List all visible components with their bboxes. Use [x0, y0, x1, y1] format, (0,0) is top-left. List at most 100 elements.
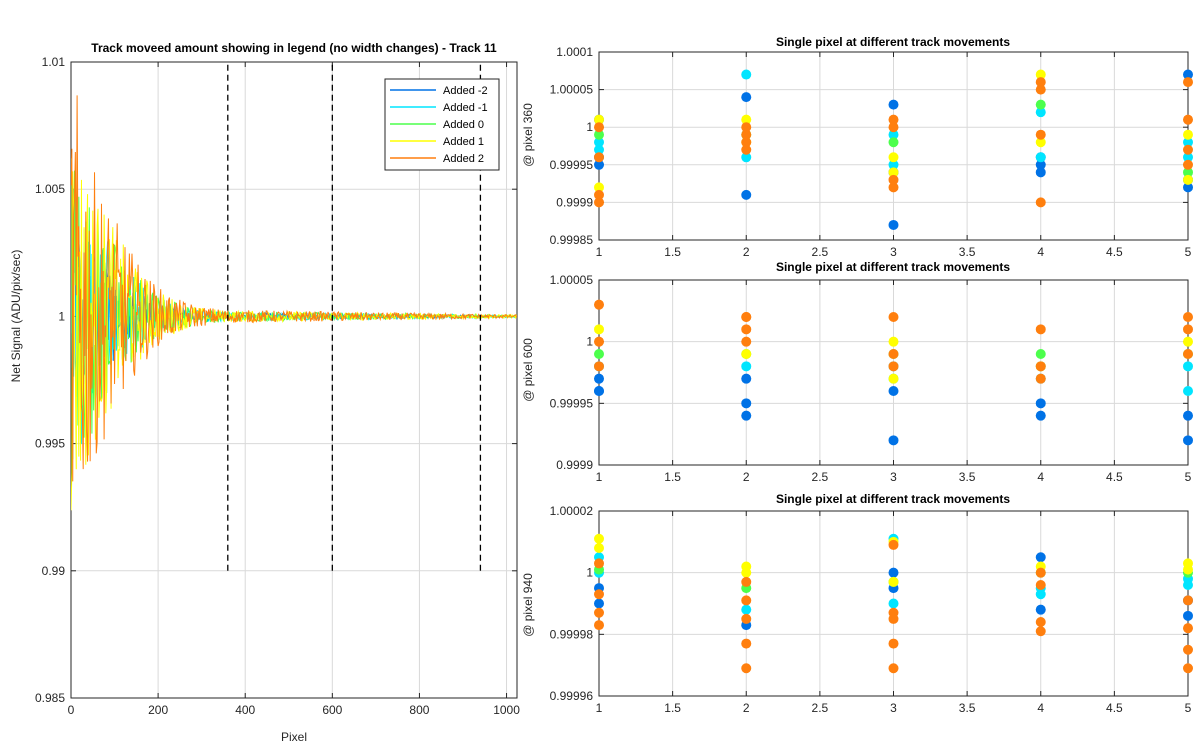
scatter-940-point — [1035, 589, 1046, 600]
scatter-360-ytick-label: 1 — [586, 120, 593, 134]
scatter-940-xtick-label: 2 — [743, 701, 750, 715]
line-xtick-label: 200 — [148, 703, 168, 717]
scatter-360-point — [888, 167, 899, 178]
scatter-600-point — [741, 324, 752, 335]
scatter-940-title: Single pixel at different track movement… — [776, 492, 1010, 506]
scatter-600-point — [741, 410, 752, 421]
scatter-600-xtick-label: 1 — [596, 470, 603, 484]
scatter-360-xtick-label: 5 — [1185, 245, 1192, 259]
scatter-940-point — [1035, 567, 1046, 578]
scatter-360-xtick-label: 1 — [596, 245, 603, 259]
scatter-940-point — [888, 638, 899, 649]
scatter-940-point — [741, 567, 752, 578]
scatter-940-point — [888, 607, 899, 618]
scatter-600-point — [1035, 373, 1046, 384]
scatter-360-point — [594, 189, 604, 200]
line-xtick-label: 400 — [235, 703, 255, 717]
scatter-360-xtick-label: 4.5 — [1106, 245, 1123, 259]
scatter-600-point — [594, 361, 604, 372]
scatter-360-ytick-label: 1.00005 — [550, 83, 594, 97]
scatter-940-point — [594, 620, 604, 631]
scatter-360-point — [594, 182, 604, 193]
scatter-360-point — [1183, 167, 1193, 178]
scatter-600-point — [1183, 435, 1193, 446]
scatter-360-point — [594, 137, 604, 148]
scatter-360-xtick-label: 3 — [890, 245, 897, 259]
scatter-360-xtick-label: 2.5 — [812, 245, 829, 259]
scatter-360-ylabel: @ pixel 360 — [521, 103, 535, 167]
scatter-360-ytick-label: 0.9999 — [556, 195, 593, 209]
scatter-940-point — [1035, 604, 1046, 615]
scatter-600-point — [888, 336, 899, 347]
scatter-600-point — [741, 398, 752, 409]
scatter-940-xtick-label: 2.5 — [812, 701, 829, 715]
scatter-600-xtick-label: 1.5 — [664, 470, 681, 484]
scatter-600-point — [1183, 410, 1193, 421]
legend-label-4: Added 2 — [443, 153, 484, 165]
scatter-600-xtick-label: 2.5 — [812, 470, 829, 484]
scatter-940-xtick-label: 5 — [1185, 701, 1192, 715]
scatter-360-point — [741, 144, 752, 155]
scatter-600-point — [594, 349, 604, 359]
line-ytick-label: 1 — [58, 309, 65, 323]
scatter-940-ytick-label: 0.99996 — [550, 689, 594, 703]
scatter-940-point — [741, 576, 752, 587]
scatter-940-xtick-label: 3 — [890, 701, 897, 715]
scatter-600-xtick-label: 3 — [890, 470, 897, 484]
scatter-940-point — [594, 589, 604, 600]
scatter-360-point — [1183, 182, 1193, 193]
scatter-940-point — [888, 663, 899, 674]
scatter-360-point — [1183, 129, 1193, 140]
scatter-360-point — [888, 114, 899, 125]
scatter-360-point — [1035, 159, 1046, 170]
legend-label-3: Added 1 — [443, 136, 484, 148]
scatter-600-point — [1183, 312, 1193, 322]
line-chart-ylabel: Net Signal (ADU/pix/sec) — [9, 250, 23, 383]
scatter-360-ytick-label: 0.99995 — [550, 158, 594, 172]
scatter-360-point — [594, 114, 604, 125]
scatter-600-point — [888, 386, 899, 396]
scatter-360-title: Single pixel at different track movement… — [776, 35, 1010, 49]
scatter-360-xtick-label: 3.5 — [959, 245, 976, 259]
scatter-360-point — [1183, 69, 1193, 80]
legend-label-0: Added -2 — [443, 85, 488, 97]
scatter-600-ytick-label: 1.00005 — [550, 273, 594, 287]
scatter-360-point — [1035, 167, 1046, 178]
scatter-360-point — [1035, 84, 1046, 95]
scatter-600-point — [1183, 336, 1193, 347]
scatter-940-point — [1183, 663, 1193, 674]
legend-label-2: Added 0 — [443, 119, 484, 131]
scatter-940-xtick-label: 1.5 — [664, 701, 681, 715]
scatter-600-xtick-label: 2 — [743, 470, 750, 484]
scatter-360-point — [741, 189, 752, 200]
scatter-600-point — [594, 373, 604, 384]
scatter-360-point — [1183, 144, 1193, 155]
scatter-940-point — [1035, 617, 1046, 627]
scatter-940-xtick-label: 4.5 — [1106, 701, 1123, 715]
scatter-940-xtick-label: 3.5 — [959, 701, 976, 715]
scatter-360-point — [594, 197, 604, 208]
scatter-600-xtick-label: 4 — [1037, 470, 1044, 484]
scatter-940-point — [1183, 623, 1193, 634]
scatter-360-point — [594, 129, 604, 140]
scatter-360-point — [888, 219, 899, 230]
line-ytick-label: 0.99 — [42, 564, 66, 578]
scatter-600-ytick-label: 0.9999 — [556, 458, 593, 472]
scatter-600-point — [888, 312, 899, 322]
scatter-600-xtick-label: 4.5 — [1106, 470, 1123, 484]
legend-label-1: Added -1 — [443, 102, 488, 114]
line-ytick-label: 1.01 — [42, 55, 66, 69]
scatter-360-point — [1183, 137, 1193, 148]
scatter-600-ylabel: @ pixel 600 — [521, 338, 535, 402]
scatter-600-point — [1035, 324, 1046, 335]
scatter-360-point — [741, 129, 752, 140]
scatter-600-point — [888, 373, 899, 384]
scatter-360-point — [741, 152, 752, 163]
scatter-600-axes-box — [598, 279, 1189, 466]
scatter-360-point — [1035, 99, 1046, 110]
scatter-940-point — [888, 567, 899, 578]
line-xtick-label: 0 — [68, 703, 75, 717]
scatter-360-point — [1183, 174, 1193, 185]
scatter-940-point — [741, 613, 752, 624]
